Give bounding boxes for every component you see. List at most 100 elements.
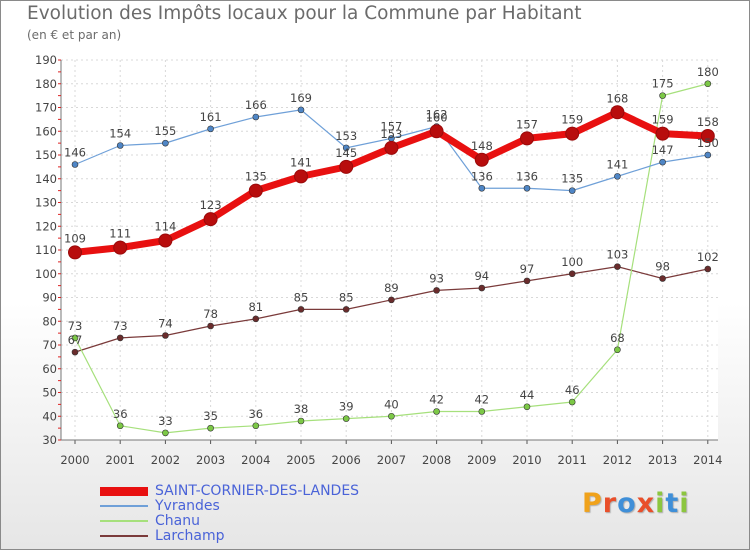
data-point <box>614 173 621 180</box>
data-label: 98 <box>655 260 670 274</box>
y-tick-label: 90 <box>42 291 57 305</box>
data-point <box>252 315 260 323</box>
x-tick-label: 2003 <box>196 453 225 467</box>
data-label: 74 <box>158 317 173 331</box>
data-point <box>388 296 395 304</box>
y-tick-label: 30 <box>42 433 57 447</box>
data-label: 78 <box>203 307 218 321</box>
x-tick-label: 2000 <box>60 453 89 467</box>
data-point <box>388 412 395 420</box>
y-tick-label: 50 <box>42 386 57 400</box>
data-point <box>614 346 621 354</box>
x-tick-label: 2006 <box>332 453 361 467</box>
data-point <box>252 422 260 430</box>
data-point <box>162 332 169 339</box>
x-tick-label: 2001 <box>106 453 135 467</box>
data-point <box>433 408 440 415</box>
data-label: 153 <box>335 129 357 143</box>
data-label: 147 <box>652 143 674 157</box>
data-point <box>207 424 214 432</box>
y-tick-label: 150 <box>35 148 57 162</box>
data-label: 166 <box>245 98 267 112</box>
data-point <box>659 92 666 99</box>
series-chanu <box>71 80 712 437</box>
data-point <box>297 306 305 313</box>
data-label: 175 <box>652 77 674 91</box>
data-label: 85 <box>339 290 354 304</box>
legend-label: Larchamp <box>155 528 225 544</box>
data-point <box>116 334 124 342</box>
data-point <box>655 126 670 141</box>
legend-swatch <box>100 487 148 496</box>
data-point <box>565 126 580 141</box>
data-label: 103 <box>606 248 628 262</box>
data-point <box>478 408 486 415</box>
data-point <box>568 270 576 278</box>
data-label: 111 <box>109 227 131 241</box>
x-tick-label: 2011 <box>558 453 587 467</box>
legend-label: SAINT-CORNIER-DES-LANDES <box>155 483 360 499</box>
data-point <box>614 263 621 270</box>
legend-label: Chanu <box>155 513 200 529</box>
y-tick-label: 190 <box>35 53 57 67</box>
y-tick-label: 130 <box>35 196 57 210</box>
data-point <box>429 124 444 139</box>
data-point <box>339 159 354 174</box>
x-tick-label: 2013 <box>648 453 677 467</box>
data-point <box>704 265 712 273</box>
x-tick-label: 2012 <box>603 453 632 467</box>
data-label: 136 <box>516 169 538 183</box>
logo-letter: o <box>617 488 637 519</box>
data-label: 42 <box>429 393 444 407</box>
data-point <box>252 113 260 121</box>
data-label: 135 <box>561 172 583 186</box>
data-label: 150 <box>697 136 719 150</box>
data-label: 89 <box>384 281 399 295</box>
data-point <box>342 415 350 422</box>
logo-letter: r <box>602 488 618 519</box>
data-label: 39 <box>339 400 354 414</box>
data-point <box>248 183 263 198</box>
data-point <box>207 322 214 330</box>
data-point <box>297 106 305 114</box>
x-tick-label: 2014 <box>693 453 722 467</box>
data-point <box>71 161 79 168</box>
y-tick-label: 100 <box>35 267 57 281</box>
series-larchamp <box>71 263 712 356</box>
data-point <box>523 184 531 192</box>
data-point <box>207 125 214 133</box>
data-label: 97 <box>520 262 535 276</box>
data-label: 161 <box>200 110 222 124</box>
logo-letter: i <box>655 488 666 519</box>
x-tick-label: 2004 <box>241 453 270 467</box>
data-label: 157 <box>380 119 402 133</box>
data-label: 123 <box>200 198 222 212</box>
chart-subtitle: (en € et par an) <box>27 28 122 42</box>
data-point <box>294 169 308 184</box>
y-tick-label: 140 <box>35 172 57 186</box>
data-label: 100 <box>561 255 583 269</box>
data-point <box>203 212 218 227</box>
legend-swatch <box>100 520 148 522</box>
y-tick-label: 80 <box>42 314 57 328</box>
data-label: 38 <box>294 402 309 416</box>
data-point <box>478 184 486 192</box>
data-point <box>116 142 124 149</box>
data-point <box>116 422 124 430</box>
data-point <box>523 403 531 411</box>
data-point <box>71 348 79 356</box>
legend-label: Yvrandes <box>155 498 220 514</box>
data-label: 180 <box>697 65 719 79</box>
data-label: 153 <box>380 127 402 141</box>
data-label: 159 <box>561 113 583 127</box>
data-label: 168 <box>606 91 628 105</box>
data-point <box>568 187 576 194</box>
data-point <box>71 334 79 342</box>
chart-title: Evolution des Impôts locaux pour la Comm… <box>27 3 582 24</box>
data-point <box>704 151 712 159</box>
data-label: 81 <box>248 300 263 314</box>
x-tick-label: 2008 <box>422 453 451 467</box>
data-label: 114 <box>154 220 176 234</box>
data-label: 136 <box>471 169 493 183</box>
data-point <box>384 140 399 155</box>
